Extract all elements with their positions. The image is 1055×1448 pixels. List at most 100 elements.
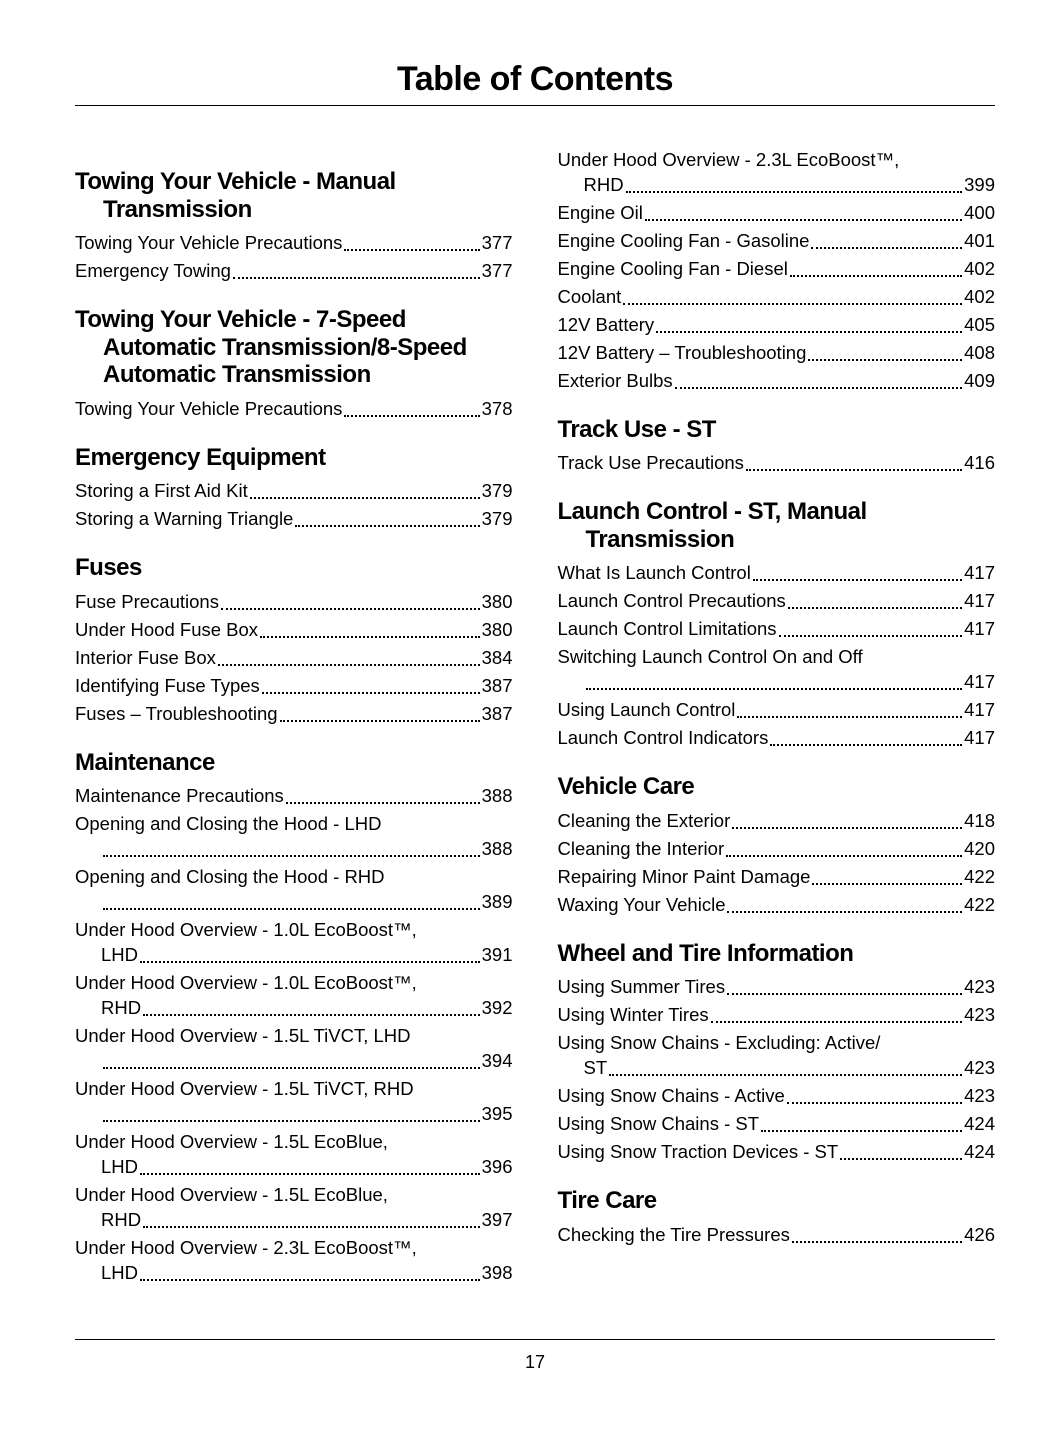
- entry-continuation: RHD392: [75, 996, 513, 1021]
- entry-continuation: RHD397: [75, 1208, 513, 1233]
- entry-label: Using Snow Chains - Active: [558, 1084, 785, 1109]
- toc-entry: Using Winter Tires423: [558, 1003, 996, 1028]
- entry-page: 378: [482, 397, 513, 422]
- toc-entry: Launch Control Precautions 417: [558, 589, 996, 614]
- page-number: 17: [75, 1352, 995, 1373]
- leader-dots: [746, 455, 962, 472]
- entry-continuation: ST423: [558, 1056, 996, 1081]
- toc-entry: Waxing Your Vehicle422: [558, 893, 996, 918]
- entry-label: Waxing Your Vehicle: [558, 893, 726, 918]
- entry-page: 424: [964, 1140, 995, 1165]
- leader-dots: [737, 702, 962, 719]
- entry-label: Using Snow Traction Devices - ST: [558, 1140, 839, 1165]
- leader-dots: [770, 730, 962, 747]
- leader-dots: [656, 316, 962, 333]
- section-heading: Vehicle Care: [558, 773, 996, 801]
- toc-entry: Using Snow Chains - ST424: [558, 1112, 996, 1137]
- entry-tail: RHD: [584, 173, 624, 198]
- entry-label: Switching Launch Control On and Off: [558, 645, 996, 670]
- section-heading: Towing Your Vehicle - 7-Speed Automatic …: [75, 306, 513, 389]
- leader-dots: [645, 204, 962, 221]
- leader-dots: [812, 868, 962, 885]
- entry-label: Towing Your Vehicle Precautions: [75, 397, 342, 422]
- toc-entry: Fuse Precautions380: [75, 590, 513, 615]
- entry-continuation: LHD398: [75, 1261, 513, 1286]
- toc-entry: Under Hood Overview - 1.5L EcoBlue,LHD39…: [75, 1130, 513, 1180]
- toc-entry: 12V Battery – Troubleshooting408: [558, 341, 996, 366]
- entry-page: 405: [964, 313, 995, 338]
- entry-label: Storing a First Aid Kit: [75, 479, 248, 504]
- leader-dots: [788, 593, 962, 610]
- entry-page: 408: [964, 341, 995, 366]
- leader-dots: [727, 896, 962, 913]
- entry-page: 394: [482, 1049, 513, 1074]
- leader-dots: [787, 1088, 962, 1105]
- entry-label: Under Hood Overview - 1.0L EcoBoost™,: [75, 918, 513, 943]
- leader-dots: [103, 1105, 480, 1122]
- toc-entry: Cleaning the Interior420: [558, 837, 996, 862]
- entry-tail: RHD: [101, 1208, 141, 1233]
- toc-entry: Using Launch Control417: [558, 698, 996, 723]
- entry-page: 377: [482, 259, 513, 284]
- entry-label: 12V Battery: [558, 313, 655, 338]
- entry-label: Under Hood Overview - 2.3L EcoBoost™,: [558, 148, 996, 173]
- toc-entry: Under Hood Overview - 1.5L TiVCT, RHD395: [75, 1077, 513, 1127]
- toc-entry: Checking the Tire Pressures426: [558, 1223, 996, 1248]
- entry-label: Under Hood Overview - 2.3L EcoBoost™,: [75, 1236, 513, 1261]
- entry-label: Engine Oil: [558, 201, 643, 226]
- section-heading: Fuses: [75, 554, 513, 582]
- leader-dots: [103, 1052, 480, 1069]
- leader-dots: [250, 483, 480, 500]
- entry-continuation: LHD391: [75, 943, 513, 968]
- entry-label: Launch Control Precautions: [558, 589, 786, 614]
- toc-entry: Fuses – Troubleshooting387: [75, 702, 513, 727]
- entry-page: 417: [964, 589, 995, 614]
- leader-dots: [140, 1264, 480, 1281]
- toc-entry: Under Hood Overview - 1.5L EcoBlue,RHD39…: [75, 1183, 513, 1233]
- section-heading: Emergency Equipment: [75, 444, 513, 472]
- toc-entry: Repairing Minor Paint Damage422: [558, 865, 996, 890]
- leader-dots: [140, 1158, 480, 1175]
- entry-tail: LHD: [101, 943, 138, 968]
- entry-page: 423: [964, 1084, 995, 1109]
- entry-page: 418: [964, 809, 995, 834]
- leader-dots: [143, 1211, 480, 1228]
- toc-entry: Launch Control Limitations417: [558, 617, 996, 642]
- leader-dots: [295, 511, 479, 528]
- entry-label: Using Winter Tires: [558, 1003, 709, 1028]
- entry-continuation: LHD396: [75, 1155, 513, 1180]
- toc-entry: Launch Control Indicators417: [558, 726, 996, 751]
- entry-label: Under Hood Overview - 1.0L EcoBoost™,: [75, 971, 513, 996]
- leader-dots: [103, 894, 480, 911]
- leader-dots: [286, 788, 480, 805]
- leader-dots: [675, 372, 962, 389]
- entry-tail: ST: [584, 1056, 608, 1081]
- toc-entry: Towing Your Vehicle Precautions377: [75, 231, 513, 256]
- footer-rule: [75, 1339, 995, 1340]
- toc-entry: Using Snow Chains - Excluding: Active/ST…: [558, 1031, 996, 1081]
- entry-page: 379: [482, 479, 513, 504]
- entry-page: 417: [964, 561, 995, 586]
- entry-page: 422: [964, 865, 995, 890]
- leader-dots: [727, 979, 962, 996]
- entry-tail: RHD: [101, 996, 141, 1021]
- entry-page: 395: [482, 1102, 513, 1127]
- toc-entry: Interior Fuse Box384: [75, 646, 513, 671]
- entry-continuation: 388: [75, 837, 513, 862]
- toc-entry: Under Hood Overview - 1.0L EcoBoost™,RHD…: [75, 971, 513, 1021]
- toc-entry: Cleaning the Exterior418: [558, 809, 996, 834]
- toc-entry: Under Hood Overview - 2.3L EcoBoost™,RHD…: [558, 148, 996, 198]
- section-heading: Towing Your Vehicle - Manual Transmissio…: [75, 168, 513, 223]
- entry-page: 416: [964, 451, 995, 476]
- leader-dots: [218, 649, 480, 666]
- entry-label: Exterior Bulbs: [558, 369, 673, 394]
- leader-dots: [143, 1000, 480, 1017]
- entry-label: Storing a Warning Triangle: [75, 507, 293, 532]
- toc-entry: Exterior Bulbs409: [558, 369, 996, 394]
- leader-dots: [711, 1007, 963, 1024]
- leader-dots: [609, 1060, 962, 1077]
- leader-dots: [280, 705, 480, 722]
- section-heading: Wheel and Tire Information: [558, 940, 996, 968]
- entry-continuation: 417: [558, 670, 996, 695]
- entry-label: Towing Your Vehicle Precautions: [75, 231, 342, 256]
